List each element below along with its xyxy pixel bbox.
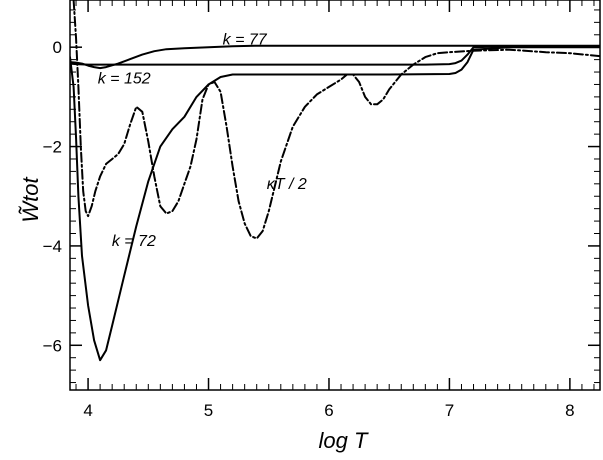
x-axis-title: log T (319, 428, 369, 453)
curve-label-4: κT / 2 (267, 176, 307, 193)
x-tick-label: 5 (204, 401, 213, 420)
major-ticks (70, 0, 600, 390)
x-tick-label: 6 (324, 401, 333, 420)
annotation-group: k = 77 k = 152 k = 72 κT / 2 (98, 32, 307, 250)
x-tick-label: 7 (445, 401, 454, 420)
curve-label-2: k = 152 (98, 70, 151, 87)
minor-ticks (70, 0, 600, 390)
curve-label-1: k = 77 (223, 32, 268, 49)
series-line-1 (70, 44, 600, 70)
y-tick-label: 0 (53, 38, 62, 57)
x-tick-labels: 4 5 6 7 8 (83, 401, 574, 420)
y-axis-title: W̃tot (18, 177, 43, 223)
series-group (70, 0, 600, 362)
plot-frame (69, 0, 601, 391)
x-tick-label: 8 (565, 401, 574, 420)
y-tick-label: −6 (43, 336, 62, 355)
series-line-3 (70, 46, 600, 362)
y-tick-label: −2 (43, 138, 62, 157)
y-tick-label: −4 (43, 237, 62, 256)
series-line-4 (72, 0, 600, 240)
series-line-2 (70, 45, 600, 66)
y-tick-labels: −6 −4 −2 0 (43, 38, 62, 355)
x-tick-label: 4 (83, 401, 92, 420)
curve-label-3: k = 72 (112, 233, 156, 250)
